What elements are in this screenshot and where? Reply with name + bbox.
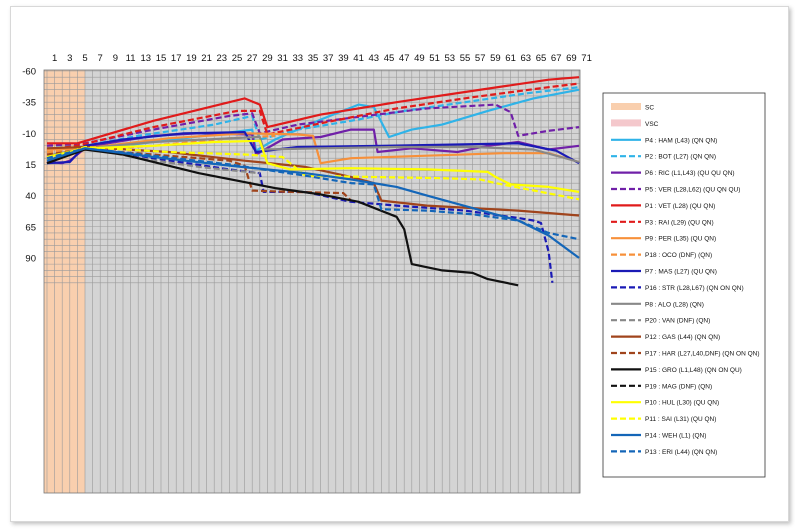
x-tick-label: 49	[414, 53, 425, 64]
legend-swatch	[611, 119, 641, 127]
legend-label: P16 : STR (L28,L67) (QN ON QN)	[645, 285, 744, 292]
x-tick-label: 21	[201, 53, 212, 64]
plot-background	[44, 70, 580, 493]
x-tick-label: 71	[581, 53, 592, 64]
x-tick-label: 67	[551, 53, 562, 64]
legend-label: P3 : RAI (L29) (QU QN)	[645, 219, 714, 226]
series-line	[46, 139, 580, 193]
x-tick-label: 53	[445, 53, 456, 64]
y-tick-label: 65	[25, 222, 36, 233]
legend-label: SC	[645, 105, 654, 112]
legend-label: P14 : WEH (L1) (QN)	[645, 433, 706, 440]
legend-label: VSC	[645, 121, 659, 128]
x-tick-label: 7	[98, 53, 103, 64]
x-tick-label: 51	[429, 53, 440, 64]
x-tick-label: 35	[308, 53, 319, 64]
legend-label: P13 : ERI (L44) (QN QN)	[645, 449, 717, 456]
x-tick-label: 65	[536, 53, 547, 64]
legend-label: P1 : VET (L28) (QU QN)	[645, 203, 715, 210]
legend-label: P15 : GRO (L1,L48) (QN ON QU)	[645, 367, 742, 374]
x-tick-label: 13	[141, 53, 152, 64]
x-tick-label: 5	[82, 53, 87, 64]
legend-label: P7 : MAS (L27) (QU QN)	[645, 269, 717, 276]
x-tick-label: 11	[126, 53, 136, 64]
x-tick-label: 41	[353, 53, 364, 64]
x-tick-label: 9	[113, 53, 118, 64]
x-tick-label: 69	[566, 53, 577, 64]
series-line	[46, 132, 580, 165]
legend-label: P8 : ALO (L28) (QN)	[645, 301, 704, 308]
series-line	[46, 82, 580, 151]
series-line	[46, 148, 519, 287]
x-tick-label: 1	[52, 53, 57, 64]
x-tick-label: 61	[505, 53, 516, 64]
y-tick-label: -10	[22, 129, 36, 140]
x-tick-label: 45	[384, 53, 395, 64]
x-tick-label: 59	[490, 53, 501, 64]
legend-label: P6 : RIC (L1,L43) (QU QU QN)	[645, 170, 735, 177]
x-tick-label: 23	[217, 53, 228, 64]
x-tick-label: 47	[399, 53, 410, 64]
series-line	[47, 76, 580, 145]
x-tick-label: 27	[247, 53, 258, 64]
x-tick-label: 39	[338, 53, 349, 64]
x-tick-label: 43	[369, 53, 380, 64]
legend-label: P12 : GAS (L44) (QN QN)	[645, 334, 720, 341]
series-line	[46, 145, 554, 283]
series-line	[46, 131, 580, 165]
y-tick-label: -35	[22, 98, 36, 109]
y-tick-label: 40	[25, 191, 36, 202]
y-tick-label: -60	[22, 67, 36, 78]
legend-label: P17 : HAR (L27,L40,DNF) (QN ON QN)	[645, 351, 760, 358]
x-tick-label: 37	[323, 53, 334, 64]
x-tick-label: 15	[156, 53, 167, 64]
legend-label: P4 : HAM (L43) (QN QN)	[645, 137, 717, 144]
legend-label: P11 : SAI (L31) (QU QN)	[645, 416, 716, 423]
y-tick-label: 15	[25, 160, 36, 171]
legend-label: P18 : OCO (DNF) (QN)	[645, 252, 712, 259]
x-tick-label: 25	[232, 53, 243, 64]
x-tick-label: 19	[186, 53, 197, 64]
legend-label: P19 : MAG (DNF) (QN)	[645, 383, 712, 390]
legend-label: P10 : HUL (L30) (QU QN)	[645, 400, 719, 407]
plot-border	[43, 69, 581, 494]
legend-label: P5 : VER (L28,L62) (QU QN QU)	[645, 187, 740, 194]
x-tick-label: 29	[262, 53, 273, 64]
series-line	[46, 147, 580, 241]
legend-label: P2 : BOT (L27) (QN QN)	[645, 154, 716, 161]
x-tick-label: 31	[277, 53, 288, 64]
legend-label: P20 : VAN (DNF) (QN)	[645, 318, 710, 325]
sc-period-shade	[44, 70, 85, 493]
legend-swatch	[611, 103, 641, 110]
x-tick-label: 33	[293, 53, 304, 64]
y-tick-label: 90	[25, 253, 36, 264]
x-tick-label: 55	[460, 53, 471, 64]
x-tick-label: 3	[67, 53, 72, 64]
x-tick-label: 17	[171, 53, 182, 64]
x-tick-label: 57	[475, 53, 486, 64]
legend-label: P9 : PER (L35) (QU QN)	[645, 236, 716, 243]
x-tick-label: 63	[521, 53, 532, 64]
